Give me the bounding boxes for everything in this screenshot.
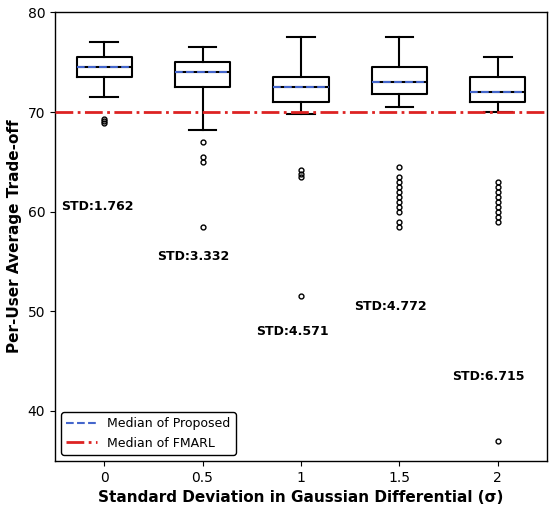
Text: STD:4.772: STD:4.772 [354,300,427,313]
Text: STD:4.571: STD:4.571 [255,325,329,338]
Text: STD:3.332: STD:3.332 [157,250,229,263]
Text: STD:6.715: STD:6.715 [453,370,525,382]
Legend: Median of Proposed, Median of FMARL: Median of Proposed, Median of FMARL [61,412,235,455]
X-axis label: Standard Deviation in Gaussian Differential (σ): Standard Deviation in Gaussian Different… [98,490,504,505]
Text: STD:1.762: STD:1.762 [61,200,134,213]
Y-axis label: Per-User Average Trade-off: Per-User Average Trade-off [7,120,22,353]
